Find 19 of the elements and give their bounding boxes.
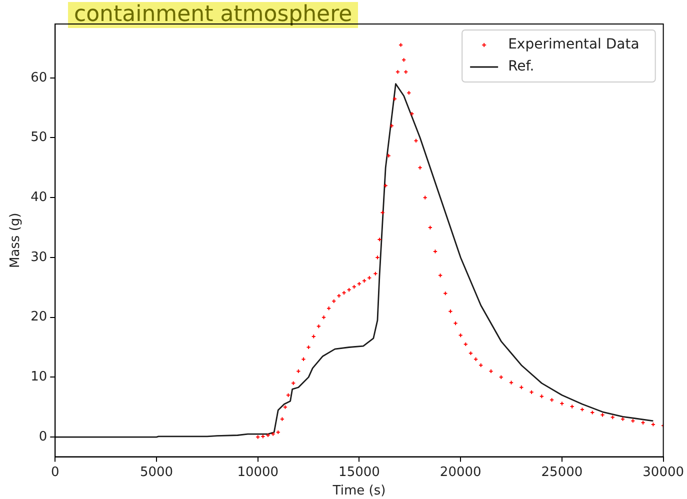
- y-tick-label: 10: [30, 370, 48, 385]
- x-axis-title: Time (s): [332, 484, 386, 499]
- x-tick-label: 10000: [237, 464, 279, 480]
- y-axis-title: Mass (g): [8, 212, 24, 268]
- y-tick-label: 50: [30, 130, 48, 146]
- y-tick-label: 60: [30, 70, 48, 86]
- x-tick-label: 5000: [140, 464, 174, 480]
- legend-label: Experimental Data: [508, 36, 640, 53]
- y-tick-label: 20: [30, 310, 48, 325]
- x-tick-label: 30000: [642, 464, 684, 480]
- x-tick-label: 20000: [440, 464, 482, 480]
- chart-title: containment atmosphere: [68, 2, 358, 28]
- x-tick-label: 0: [51, 464, 60, 480]
- x-tick-label: 25000: [541, 464, 583, 480]
- legend-label: Ref.: [508, 58, 534, 75]
- y-tick-label: 40: [30, 190, 48, 205]
- y-tick-label: 30: [30, 250, 48, 265]
- x-tick-label: 15000: [338, 464, 380, 480]
- y-tick-label: 0: [38, 429, 48, 444]
